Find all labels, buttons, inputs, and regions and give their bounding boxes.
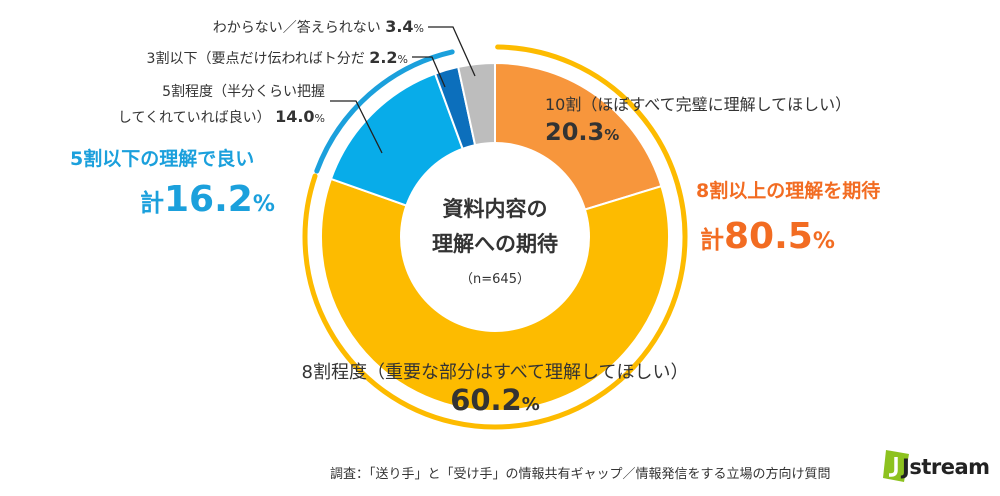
logo-text: Jstream: [902, 455, 990, 479]
slice-value-1: 60.2%: [450, 383, 540, 417]
center-title-line-1: 資料内容の: [443, 197, 548, 221]
slice-label-3: 3割以下（要点だけ伝わればト分だ 2.2%: [147, 48, 408, 67]
leader-lines: [330, 26, 476, 154]
slice-label-0: 10割（ほぼすべて完璧に理解してほしい）: [545, 95, 851, 114]
slice-labels: 10割（ほぼすべて完璧に理解してほしい） 20.3% 8割程度（重要な部分はすべて理…: [118, 17, 851, 417]
jstream-logo: Jstream: [882, 446, 990, 488]
outer-group-ring: [302, 44, 688, 430]
center-title-line-2: 理解への期待: [432, 232, 558, 256]
ring-high-group: [302, 44, 688, 430]
leader-line-3: [412, 56, 446, 88]
leader-line-2: [330, 100, 383, 154]
slice-label-1: 8割程度（重要な部分はすべて理解してほしい）: [302, 362, 689, 383]
slice-label-4: わからない／答えられない 3.4%: [213, 17, 424, 36]
ring-low-group: [314, 49, 455, 174]
donut-hole: [400, 142, 590, 332]
slice-label-2b: してくれていれば良い） 14.0%: [118, 107, 325, 126]
group-label-low: 5割以下の理解で良い: [70, 147, 254, 170]
slice-label-2a: 5割程度（半分くらい把握: [162, 83, 325, 100]
sample-size: （n=645）: [460, 272, 530, 287]
group-label-high: 8割以上の理解を期待: [696, 179, 880, 202]
logo-mark-icon: [883, 450, 909, 482]
survey-footnote: 調査：「送り手」と「受け手」の情報共有ギャップ／情報発信をする立場の方向け質問: [330, 467, 831, 482]
group-total-high: 計80.5%: [700, 216, 835, 257]
group-total-low: 計16.2%: [140, 179, 275, 220]
slice-value-0: 20.3%: [545, 118, 619, 146]
leader-line-4: [428, 26, 476, 77]
